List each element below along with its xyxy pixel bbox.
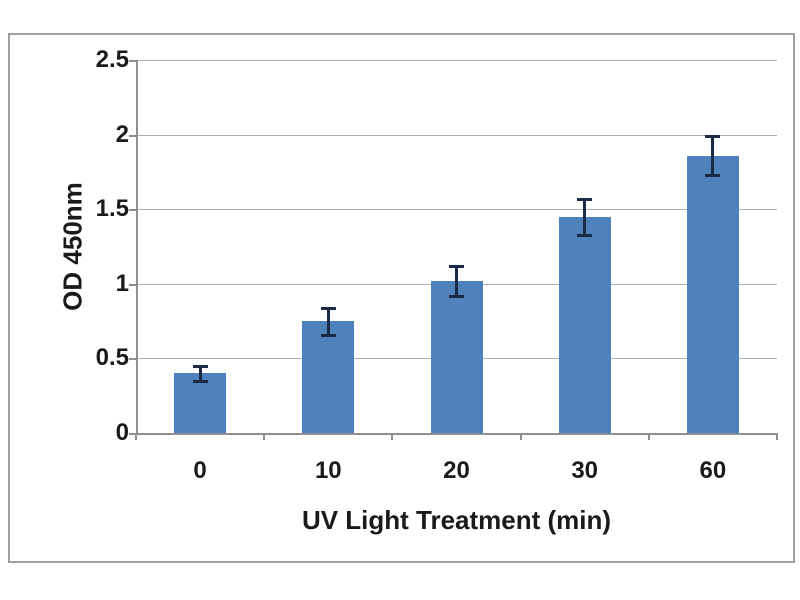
bar — [174, 373, 227, 433]
error-bar-cap — [192, 379, 208, 383]
bar — [302, 321, 355, 433]
x-tick-label: 0 — [193, 457, 207, 484]
error-bar-cap — [705, 173, 721, 177]
y-axis-tick — [129, 209, 136, 212]
bar — [558, 216, 611, 433]
y-tick-label: 0.5 — [95, 344, 129, 372]
error-bar-cap — [577, 197, 593, 201]
x-axis-line — [130, 433, 777, 435]
y-axis-tick — [129, 358, 136, 361]
x-axis-tick — [519, 433, 522, 440]
error-bar-cap — [705, 135, 721, 139]
error-bar — [455, 265, 458, 296]
y-axis-tick — [129, 433, 136, 435]
x-tick-label: 30 — [571, 457, 599, 484]
error-bar-cap — [320, 333, 336, 337]
y-axis-tick — [129, 134, 136, 137]
x-axis-tick — [776, 433, 778, 440]
x-axis-tick — [263, 433, 266, 440]
bar — [686, 155, 739, 433]
error-bar-cap — [449, 294, 464, 298]
y-axis-line — [136, 60, 138, 434]
y-tick-label: 1.5 — [95, 195, 129, 223]
gridline — [136, 134, 777, 136]
y-axis-title: OD 450nm — [57, 181, 88, 311]
y-tick-label: 2 — [115, 120, 129, 148]
y-tick-label: 2.5 — [95, 46, 129, 73]
error-bar-cap — [449, 264, 464, 268]
error-bar — [198, 365, 202, 381]
x-axis-tick — [391, 433, 394, 440]
chart-frame: 0 0.5 1 1.5 2 2.5 0 10 20 30 60 UV Light Treatment… — [8, 33, 795, 563]
gridline — [136, 209, 777, 211]
x-axis-title: UV Light Treatment (min) — [301, 505, 612, 535]
plot-area — [136, 60, 777, 433]
y-axis-tick — [129, 60, 136, 62]
x-axis-tick — [647, 433, 650, 440]
error-bar-cap — [192, 364, 208, 368]
x-tick-label: 20 — [443, 457, 470, 484]
y-tick-label: 1 — [115, 269, 129, 297]
y-axis-tick — [129, 283, 136, 286]
error-bar-cap — [320, 306, 336, 310]
x-tick-label: 60 — [699, 457, 727, 484]
error-bar — [711, 136, 715, 175]
error-bar-cap — [577, 233, 593, 237]
y-tick-label: 0 — [115, 419, 129, 446]
x-tick-label: 10 — [314, 457, 342, 484]
x-axis-tick — [135, 433, 137, 440]
gridline — [136, 60, 777, 61]
bar — [430, 280, 483, 433]
error-bar — [583, 198, 587, 235]
error-bar — [326, 307, 330, 335]
